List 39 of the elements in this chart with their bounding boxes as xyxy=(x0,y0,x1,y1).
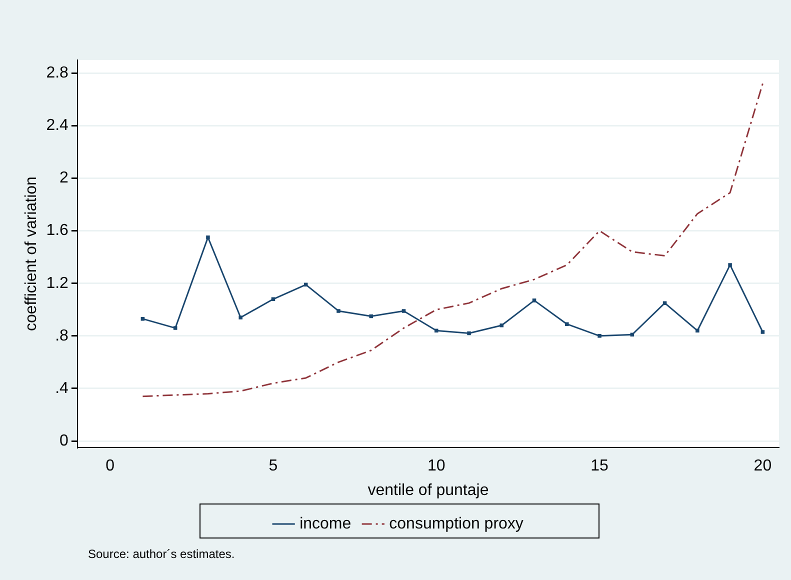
legend-label: income xyxy=(300,515,352,532)
y-tick-label: 2.8 xyxy=(46,64,69,82)
point xyxy=(696,328,700,333)
source-note: Source: author´s estimates. xyxy=(88,547,235,561)
point xyxy=(402,309,406,313)
point xyxy=(728,263,732,267)
y-tick-label: 1.2 xyxy=(46,274,69,292)
y-tick-label: .4 xyxy=(55,380,69,397)
point xyxy=(662,301,667,305)
y-tick-label: 0 xyxy=(60,432,69,450)
point xyxy=(173,326,178,330)
y-axis-title: coefficient of variation xyxy=(23,176,40,332)
y-tick-label: 2 xyxy=(60,170,69,187)
point xyxy=(500,324,504,328)
x-tick-label: 10 xyxy=(427,458,446,475)
x-tick-label: 0 xyxy=(106,458,115,475)
point xyxy=(238,316,242,320)
point xyxy=(369,314,373,318)
point xyxy=(760,330,765,334)
line-series xyxy=(142,82,764,398)
point xyxy=(467,331,471,336)
point xyxy=(565,322,569,326)
point xyxy=(630,332,634,336)
point xyxy=(598,334,602,338)
point xyxy=(532,298,536,302)
x-tick-label: 15 xyxy=(590,458,609,475)
x-axis-title: ventile of puntaje xyxy=(368,482,489,499)
point xyxy=(206,235,210,240)
y-tick-label: .8 xyxy=(55,327,69,344)
x-tick-label: 20 xyxy=(754,458,772,475)
y-tick-label: 2.4 xyxy=(46,117,69,134)
point xyxy=(434,328,438,333)
point xyxy=(271,297,276,302)
legend-label: consumption proxy xyxy=(389,515,524,532)
point xyxy=(140,316,145,321)
point xyxy=(304,282,308,287)
point xyxy=(336,309,340,313)
x-tick-label: 5 xyxy=(268,458,278,475)
y-tick-label: 1.6 xyxy=(46,222,69,240)
